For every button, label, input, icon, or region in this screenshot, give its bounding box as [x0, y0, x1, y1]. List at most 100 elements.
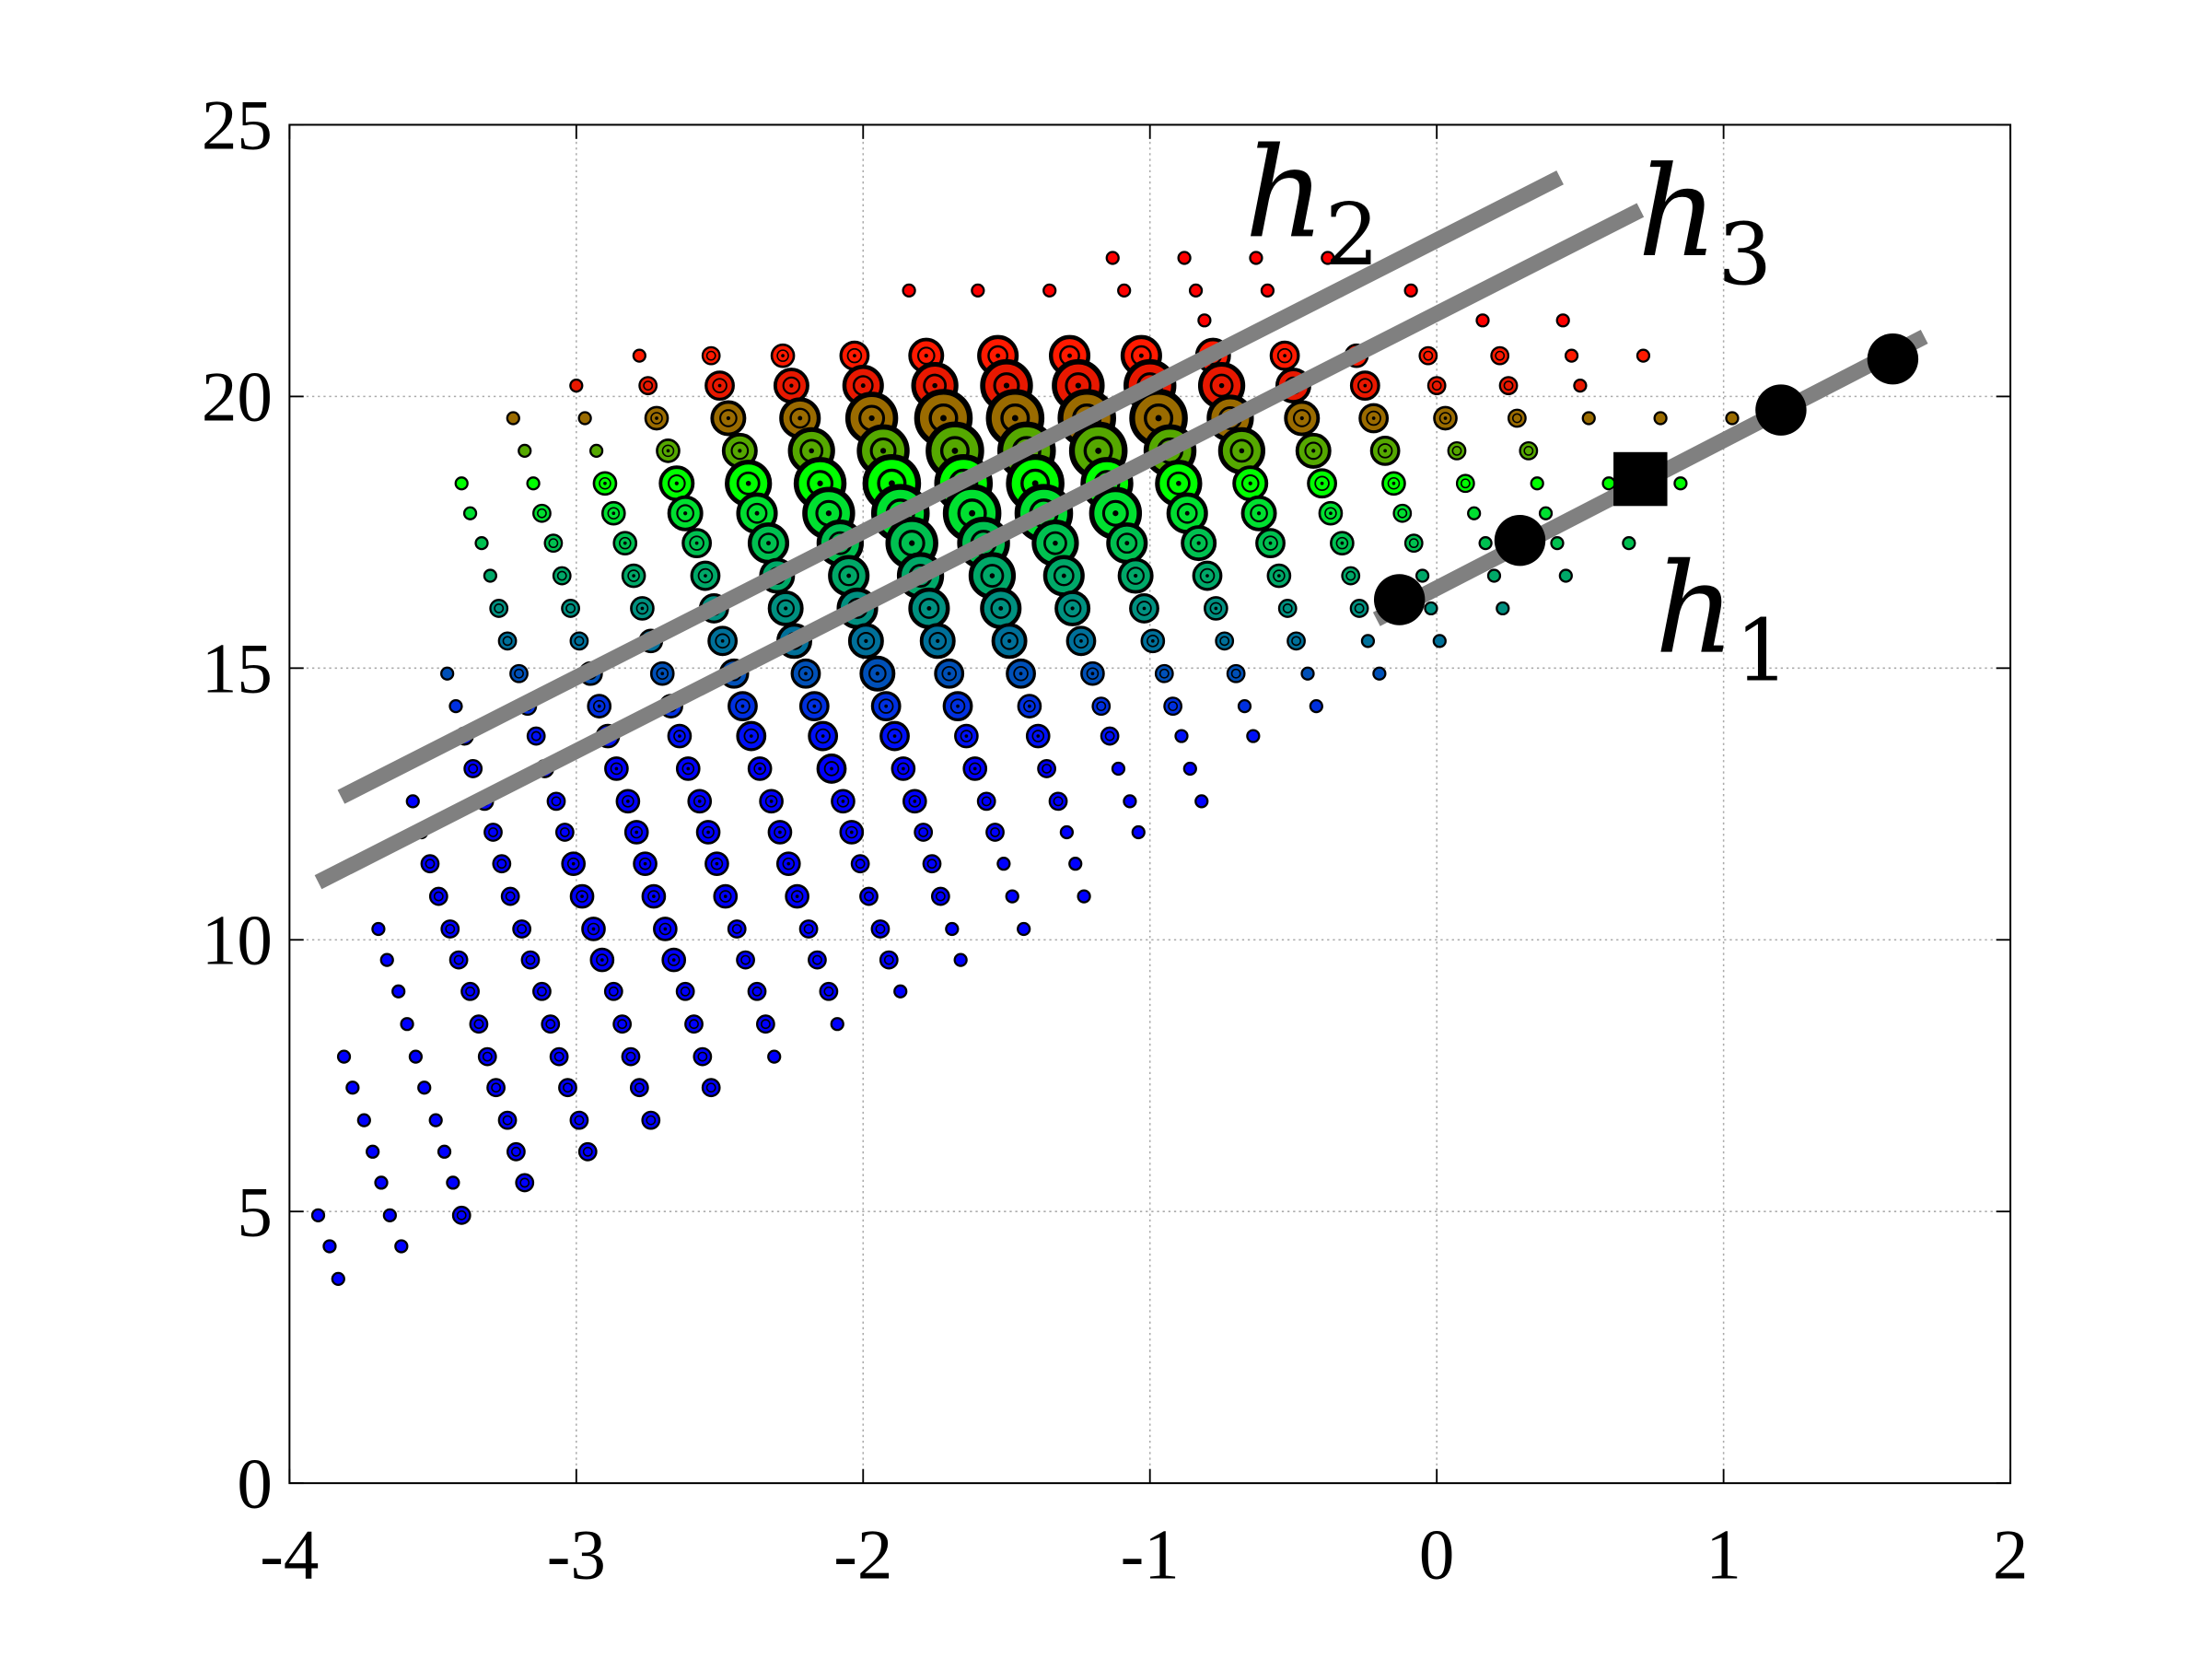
data-point	[577, 411, 592, 426]
data-point	[1673, 476, 1688, 491]
point-inner-ring	[482, 1051, 493, 1062]
point-marker	[1418, 345, 1438, 366]
data-point	[1017, 694, 1042, 719]
point-inner-ring	[502, 636, 513, 647]
data-point	[600, 500, 626, 526]
point-center-dot	[660, 672, 665, 676]
point-inner-ring	[926, 859, 937, 870]
point-inner-ring	[908, 795, 922, 808]
point-center-dot	[1391, 481, 1396, 485]
point-marker	[1475, 313, 1490, 328]
point-marker	[1498, 376, 1519, 395]
point-inner-ring	[634, 1082, 645, 1093]
point-marker	[1048, 791, 1068, 812]
point-center-dot	[795, 894, 799, 898]
point-center-dot	[1070, 606, 1075, 611]
point-marker	[1490, 345, 1510, 366]
point-inner-ring	[760, 1019, 771, 1030]
point-inner-ring	[1063, 599, 1082, 618]
point-inner-ring	[990, 598, 1012, 619]
data-point	[1129, 593, 1159, 624]
point-marker	[520, 950, 541, 970]
data-point	[942, 691, 973, 722]
point-marker	[382, 1208, 397, 1222]
data-point	[623, 820, 649, 845]
point-center-dot	[1028, 704, 1031, 708]
data-point	[543, 533, 564, 554]
data-point	[773, 368, 809, 404]
point-marker	[561, 599, 580, 618]
point-inner-ring	[519, 1177, 530, 1188]
point-center-dot	[998, 606, 1004, 611]
point-center-dot	[745, 481, 751, 486]
point-center-dot	[738, 449, 742, 453]
data-point	[976, 791, 996, 812]
data-point	[1106, 522, 1148, 565]
point-inner-ring	[935, 891, 946, 902]
data-point	[1403, 283, 1418, 298]
data-point	[1519, 440, 1539, 461]
point-marker	[1300, 666, 1315, 681]
data-point	[1725, 411, 1740, 426]
data-point	[541, 1014, 561, 1034]
point-center-dot	[913, 799, 917, 803]
data-point	[747, 522, 790, 565]
data-point	[808, 720, 839, 752]
point-marker	[1653, 411, 1668, 426]
point-center-dot	[706, 830, 710, 835]
data-point	[588, 443, 604, 458]
data-point	[506, 411, 520, 426]
data-point	[985, 823, 1005, 842]
point-inner-ring	[1158, 668, 1170, 679]
point-center-dot	[947, 672, 951, 676]
point-inner-ring	[846, 347, 863, 364]
data-point	[1360, 634, 1376, 648]
point-inner-ring	[1377, 443, 1393, 459]
point-marker	[428, 886, 448, 906]
data-point	[310, 1208, 326, 1222]
data-point	[891, 756, 916, 781]
point-center-dot	[611, 511, 616, 516]
point-marker	[1415, 568, 1430, 583]
data-point	[870, 919, 891, 939]
point-inner-ring	[1250, 504, 1268, 523]
point-marker	[1197, 313, 1212, 328]
point-marker	[701, 345, 721, 366]
point-marker	[1636, 348, 1651, 363]
point-marker	[1467, 506, 1482, 520]
point-center-dot	[614, 766, 619, 771]
data-point	[790, 658, 821, 689]
point-center-dot	[1007, 638, 1012, 643]
point-inner-ring	[1324, 507, 1337, 520]
point-marker	[417, 1081, 432, 1095]
data-point	[463, 759, 483, 778]
point-inner-ring	[718, 890, 732, 903]
point-marker	[1622, 536, 1636, 551]
point-marker	[486, 1078, 506, 1098]
point-inner-ring	[789, 407, 811, 429]
data-point	[382, 1208, 397, 1222]
point-center-dot	[1340, 541, 1345, 545]
data-point	[1490, 345, 1510, 366]
point-marker	[736, 950, 755, 970]
point-marker	[483, 568, 497, 583]
data-point	[1174, 729, 1189, 743]
point-center-dot	[964, 734, 969, 738]
point-inner-ring	[746, 502, 768, 524]
data-point	[1215, 631, 1235, 651]
data-point	[798, 919, 819, 939]
point-inner-ring	[790, 890, 804, 903]
data-point	[641, 883, 667, 909]
point-marker	[1486, 568, 1502, 583]
y-tick-label: 0	[237, 1443, 272, 1523]
point-inner-ring	[625, 1051, 636, 1062]
point-marker	[515, 1173, 535, 1193]
point-center-dot	[655, 416, 658, 420]
point-marker	[1403, 283, 1418, 298]
y-tick-label: 20	[202, 357, 273, 437]
y-tick-label: 15	[202, 628, 273, 707]
point-marker	[922, 854, 942, 874]
data-point	[515, 1173, 535, 1193]
point-marker	[506, 411, 520, 426]
